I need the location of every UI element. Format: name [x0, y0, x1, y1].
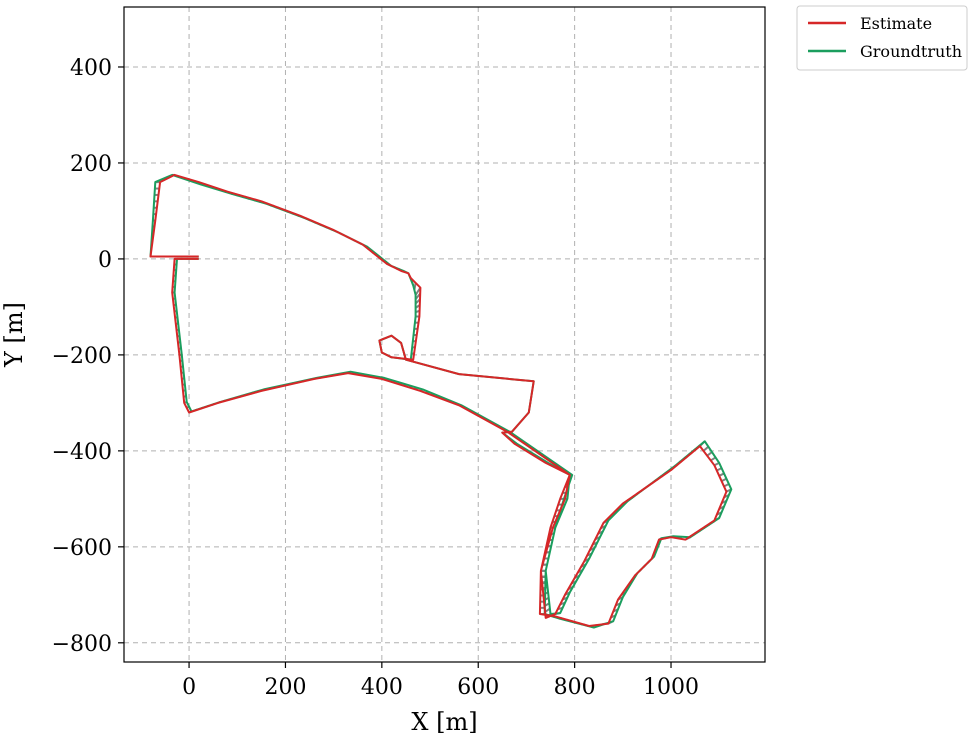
plot-frame — [123, 6, 766, 663]
x-tick-label: 400 — [361, 675, 403, 700]
error-segments — [150, 173, 732, 629]
legend-label-groundtruth: Groundtruth — [860, 42, 962, 61]
x-tick-label: 800 — [554, 675, 596, 700]
estimate-line — [149, 173, 728, 627]
y-tick-label: 0 — [98, 248, 112, 273]
x-tick-label: 200 — [264, 675, 306, 700]
y-tick-label: 200 — [70, 152, 112, 177]
y-tick-label: −400 — [52, 440, 112, 465]
y-tick-label: −600 — [52, 536, 112, 561]
y-tick-label: 400 — [70, 56, 112, 81]
series-lines — [149, 173, 733, 629]
x-tick-label: 0 — [182, 675, 196, 700]
grid-lines — [124, 7, 765, 662]
y-axis-label: Y [m] — [0, 302, 28, 368]
legend: Estimate Groundtruth — [796, 5, 968, 71]
error-segment — [702, 445, 710, 452]
y-tick-label: −800 — [52, 632, 112, 657]
x-axis-label: X [m] — [411, 708, 477, 736]
axis-ticks: 0 200 400 600 800 1000 400 200 0 −200 −400 −600 −800 — [52, 56, 699, 700]
x-tick-label: 1000 — [643, 675, 699, 700]
x-tick-label: 600 — [457, 675, 499, 700]
legend-label-estimate: Estimate — [860, 14, 932, 33]
y-tick-label: −200 — [52, 344, 112, 369]
groundtruth-line — [149, 173, 733, 629]
